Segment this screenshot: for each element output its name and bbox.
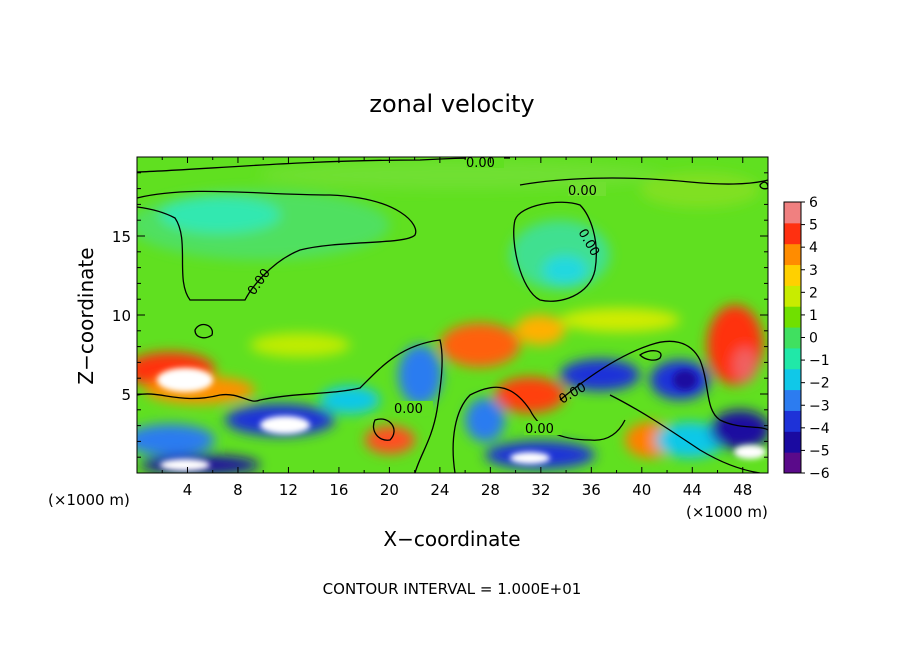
colorbar-swatch (784, 285, 801, 307)
colorbar-tick-label: 5 (809, 218, 818, 234)
colorbar-swatch (784, 431, 801, 453)
x-tick-label: 4 (183, 481, 193, 499)
x-tick-label: 48 (733, 481, 752, 499)
x-tick-label: 16 (329, 481, 348, 499)
contour-label: 0.00 (466, 156, 495, 171)
x-axis-label: X−coordinate (383, 527, 520, 551)
colorbar-swatch (784, 452, 801, 474)
colorbar-tick-label: −4 (809, 421, 830, 437)
colorbar-tick-label: 6 (809, 195, 818, 211)
colorbar-tick-label: −2 (809, 376, 830, 392)
colorbar-tick-label: −1 (809, 353, 830, 369)
colorbar-swatch (784, 306, 801, 328)
colorbar-swatch (784, 410, 801, 432)
x-unit-right: (×1000 m) (686, 503, 768, 521)
colorbar-tick-label: 1 (809, 308, 818, 324)
contour-lines (137, 157, 768, 473)
y-tick-label: 5 (121, 386, 131, 404)
x-tick-label: 28 (481, 481, 500, 499)
colorbar-swatch (784, 222, 801, 245)
field-cores (157, 368, 766, 471)
colorbar-swatch (784, 202, 801, 224)
colorbar-swatch (784, 243, 801, 266)
colorbar-swatch (784, 327, 801, 349)
x-tick-label: 24 (430, 481, 449, 499)
y-tick-label: 15 (112, 228, 131, 246)
plot-area: 0.00 0.00 0.00 0.00 0.00 0.00 0.00 (137, 156, 768, 473)
colorbar-tick-label: 4 (809, 240, 818, 256)
x-tick-label: 40 (632, 481, 651, 499)
x-tick-label: 44 (683, 481, 702, 499)
x-tick-label: 32 (531, 481, 550, 499)
colorbar-swatch (784, 368, 801, 391)
contour-label: 0.00 (568, 184, 597, 199)
contour-interval-note: CONTOUR INTERVAL = 1.000E+01 (323, 580, 582, 598)
y-axis-label: Z−coordinate (74, 247, 98, 384)
colorbar-swatch (784, 389, 801, 411)
field-blobs (137, 161, 768, 473)
colorbar-tick-label: −6 (809, 466, 830, 482)
colorbar-swatch (784, 264, 801, 286)
contour-label: 0.00 (394, 402, 423, 417)
colorbar-tick-label: −5 (809, 443, 830, 459)
y-tick-label: 10 (112, 307, 131, 325)
contour-label: 0.00 (525, 422, 554, 437)
x-tick-label: 8 (233, 481, 243, 499)
colorbar-tick-label: 0 (809, 331, 818, 347)
colorbar-swatch (784, 347, 801, 370)
colorbar-tick-label: −3 (809, 398, 830, 414)
colorbar: 6 5 4 3 2 1 0 −1 −2 −3 −4 −5 −6 (783, 195, 830, 482)
x-tick-label: 20 (380, 481, 399, 499)
x-unit-left: (×1000 m) (48, 491, 130, 509)
chart-title: zonal velocity (369, 90, 534, 118)
colorbar-tick-label: 2 (809, 285, 818, 301)
x-tick-label: 12 (279, 481, 298, 499)
colorbar-tick-label: 3 (809, 263, 818, 279)
x-tick-label: 36 (582, 481, 601, 499)
